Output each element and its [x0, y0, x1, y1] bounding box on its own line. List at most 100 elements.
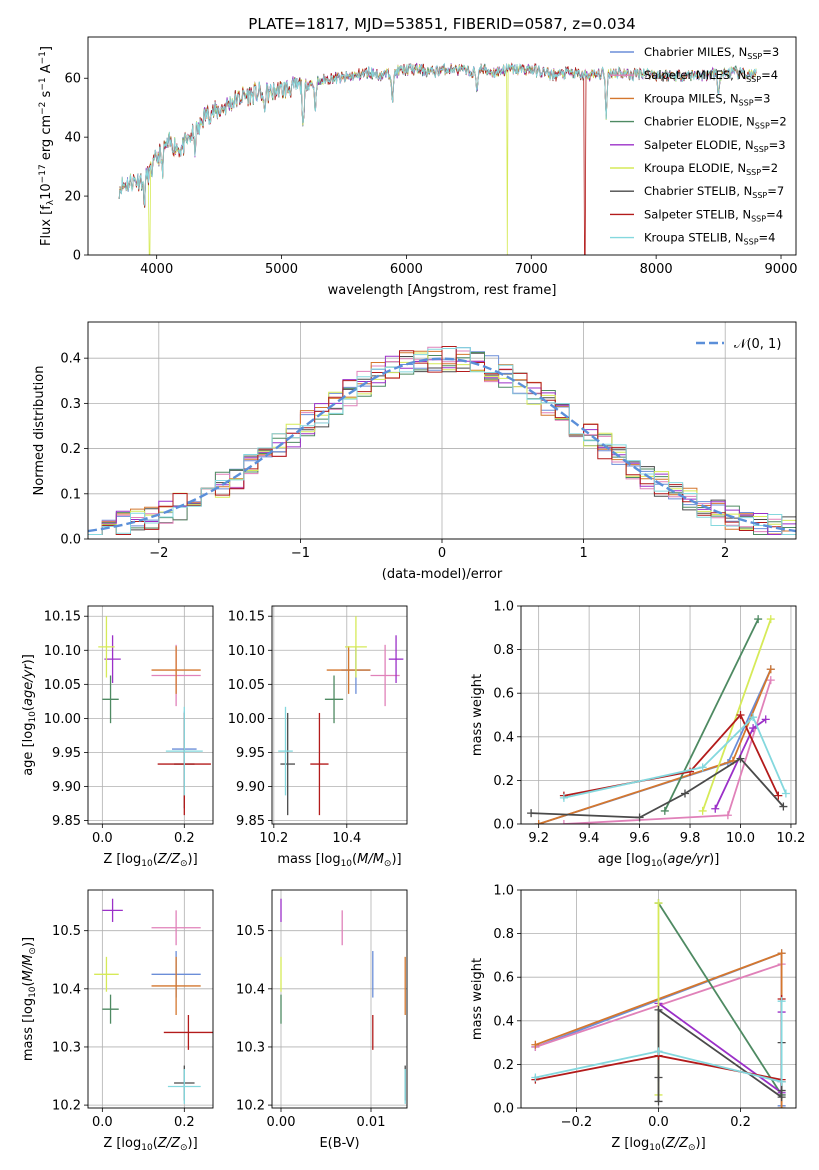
y-tick-label: 0.2	[60, 442, 81, 457]
y-tick-label: 10.05	[44, 678, 81, 693]
plot-area-weight-vs-age	[527, 615, 790, 824]
x-tick-label: 0	[438, 546, 446, 561]
plot-area-mass-vs-EBV	[280, 898, 406, 1104]
legend-label-sub: SSP	[744, 238, 759, 247]
x-tick-label: 4000	[140, 262, 173, 277]
y-tick-label: 0.8	[493, 927, 514, 942]
plot-area-weight-vs-Z	[531, 899, 786, 1108]
y-tick-label: 10.00	[228, 712, 265, 727]
weight-marker	[779, 802, 788, 811]
weight-marker	[654, 1073, 663, 1082]
y-tick-label: 0.8	[493, 643, 514, 658]
y-tick-label: 0.2	[493, 774, 514, 789]
y-tick-label: 0.4	[60, 352, 81, 367]
y-tick-label: 10.3	[52, 1040, 81, 1055]
weight-marker	[777, 1077, 786, 1086]
x-tick-label: 0.0	[92, 831, 113, 846]
legend-label-main: Salpeter ELODIE, N	[644, 138, 754, 152]
x-tick-label: 0.2	[174, 1115, 195, 1130]
y-tick-label: 1.0	[493, 600, 514, 615]
error-bar-point	[344, 616, 367, 678]
weight-marker	[559, 793, 568, 802]
axes-age-vs-mass: 10.2 10.4 9.85 9.90 9.95 10.00 10.05 10.10 10.15…	[228, 605, 408, 869]
axes-frame	[87, 321, 797, 540]
legend-label-sub: SSP	[754, 145, 769, 154]
axes-weight-vs-Z: −0.2 0.0 0.2 0.0 0.2 0.4 0.6 0.8 1.0 Z [log10(Z/Z…	[470, 884, 797, 1153]
axes-frame	[271, 889, 408, 1109]
error-bar-point	[167, 1069, 201, 1104]
weight-line	[535, 1001, 783, 1083]
legend-label-main: Kroupa ELODIE, N	[644, 161, 746, 175]
y-tick-label: 9.95	[52, 746, 81, 761]
x-tick-label: 10.4	[332, 831, 361, 846]
legend-label-sub: SSP	[747, 52, 762, 61]
x-axis-label: wavelength [Angstrom, rest frame]	[328, 283, 557, 298]
histogram-step	[88, 347, 796, 535]
x-axis-label: age [log10(age/yr)]	[598, 852, 720, 869]
error-bar-point	[278, 706, 293, 796]
x-tick-label: 9.8	[680, 831, 701, 846]
error-bar-point	[165, 706, 203, 796]
weight-marker	[761, 715, 770, 724]
weight-marker	[736, 711, 745, 719]
error-bar-point	[102, 994, 119, 1024]
x-axis-label: mass [log10(M/M⊙)]	[277, 852, 401, 869]
weight-marker	[749, 713, 758, 722]
axes-weight-vs-age: 9.2 9.4 9.6 9.8 10.0 10.2 0.0 0.2 0.4 0.6 0.8 1.0 ag…	[470, 600, 805, 870]
weight-marker	[531, 1073, 540, 1082]
error-bar-point	[102, 675, 119, 724]
error-bar-point	[324, 675, 344, 724]
y-tick-label: 10.10	[228, 644, 265, 659]
weight-marker	[654, 1005, 663, 1014]
x-tick-label: 6000	[390, 262, 423, 277]
legend-label: Salpeter STELIB, NSSP=4	[644, 207, 783, 223]
y-tick-label: 10.10	[44, 644, 81, 659]
axes-frame	[87, 889, 214, 1109]
legend-label-main: Chabrier STELIB, N	[644, 184, 752, 198]
x-axis-label: E(B-V)	[319, 1136, 359, 1151]
axes-mass-vs-EBV: 0.00 0.01 10.2 10.3 10.4 10.5 E(B-V)	[236, 889, 408, 1151]
x-tick-label: 0.0	[648, 1115, 669, 1130]
x-tick-label: 10.0	[726, 831, 755, 846]
legend-label: Chabrier MILES, NSSP=3	[644, 45, 779, 61]
figure-title: PLATE=1817, MJD=53851, FIBERID=0587, z=0…	[248, 15, 635, 33]
y-tick-label: 9.90	[236, 780, 265, 795]
legend-label-tail: =2	[770, 115, 787, 129]
legend-label-sub: SSP	[751, 214, 766, 223]
axes-spectrum: 4000 5000 6000 7000 8000 9000 0 20 40 60 wavelengt…	[38, 36, 798, 298]
y-tick-label: 0.0	[60, 533, 81, 548]
x-tick-label: 9.4	[579, 831, 600, 846]
weight-marker	[635, 813, 644, 822]
y-axis-label: Normed distribution	[32, 366, 47, 496]
axes-frame	[520, 605, 797, 825]
y-tick-label: 0.4	[493, 1014, 514, 1029]
axes-frame	[520, 889, 797, 1109]
legend-label-sub: SSP	[746, 75, 761, 84]
axes-mass-vs-Z: 0.0 0.2 10.2 10.3 10.4 10.5 Z [log10(Z/Z⊙)] mas…	[21, 889, 214, 1153]
x-tick-label: 9.6	[629, 831, 650, 846]
weight-marker	[654, 899, 663, 908]
weight-marker	[698, 763, 707, 772]
legend-label: 𝒩(0, 1)	[734, 337, 781, 352]
y-tick-label: 0.2	[493, 1058, 514, 1073]
error-bar-point	[151, 910, 201, 946]
y-axis-label: mass weight	[470, 958, 485, 1040]
y-tick-label: 60	[64, 72, 81, 87]
weight-marker	[781, 789, 790, 798]
legend-label-sub: SSP	[739, 98, 754, 107]
legend-label-main: Salpeter MILES, N	[644, 68, 746, 82]
y-tick-label: 10.15	[44, 610, 81, 625]
legend-label-sub: SSP	[752, 191, 767, 200]
x-tick-label: 10.2	[776, 831, 805, 846]
y-tick-label: 9.90	[52, 780, 81, 795]
y-tick-label: 0.0	[493, 1102, 514, 1117]
error-bar-point	[94, 956, 119, 992]
y-tick-label: 1.0	[493, 884, 514, 899]
weight-marker	[686, 767, 695, 776]
y-tick-label: 10.2	[52, 1099, 81, 1114]
axes-frame	[87, 36, 797, 256]
plot-area-age-vs-mass	[278, 616, 404, 816]
error-bar-point	[104, 635, 121, 683]
y-tick-label: 10.2	[236, 1099, 265, 1114]
